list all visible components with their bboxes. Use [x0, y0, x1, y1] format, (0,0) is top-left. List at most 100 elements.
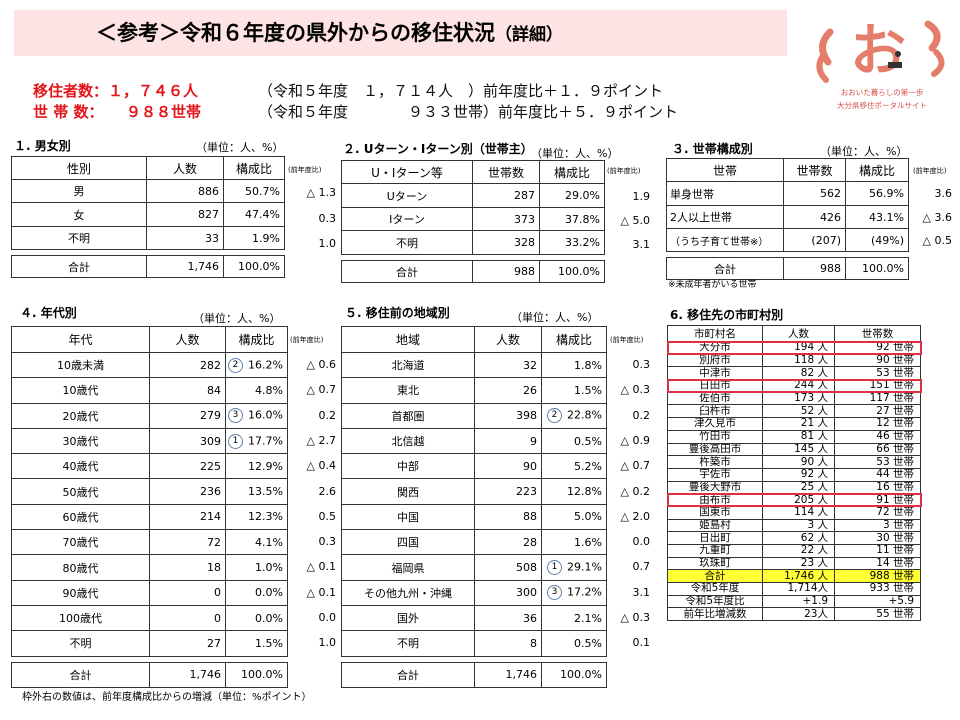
highlight-box	[666, 340, 922, 356]
delta-value: 0.2	[632, 408, 651, 422]
municipality-households: 90 世帯	[834, 353, 921, 368]
delta-value: △ 2.0	[620, 509, 650, 523]
col-header: 世帯数	[472, 160, 540, 184]
row-ratio: 1.8%	[541, 351, 607, 379]
table-row: 中国 88 5.0%	[341, 503, 607, 531]
table-row: 男 886 50.7%	[11, 179, 285, 203]
table-row: 10歳未満 282 2 16.2%	[11, 351, 288, 379]
row-households: +5.9	[834, 594, 921, 609]
delta-value: 3.6	[934, 187, 953, 200]
title-banner	[14, 10, 787, 56]
row-count: 26	[474, 377, 542, 404]
total-ratio: 100.0%	[223, 255, 285, 278]
row-label: 国外	[341, 604, 475, 632]
municipality-row: 国東市 114 人 72 世帯	[667, 505, 921, 520]
row-label: 10歳未満	[11, 351, 150, 379]
row-count: 300	[474, 579, 542, 606]
row-label: 関西	[341, 478, 475, 505]
municipality-name: 佐伯市	[667, 391, 763, 406]
row-count: 27	[149, 630, 226, 657]
delta-value: △ 2.7	[306, 433, 336, 447]
municipality-row: 佐伯市 173 人 117 世帯	[667, 391, 921, 406]
municipality-people: 62 人	[762, 531, 835, 545]
table-row: 四国 28 1.6%	[341, 529, 607, 556]
ratio-value: 5.2%	[574, 459, 602, 473]
delta-value: △ 5.0	[620, 214, 650, 227]
prev-year-header: (前年度比)	[290, 336, 324, 344]
municipality-name: 別府市	[667, 353, 763, 368]
table-header-row: U・Iターン等 世帯数 構成比	[341, 160, 605, 184]
row-households: 933 世帯	[834, 582, 921, 596]
row-ratio: 4.8%	[225, 377, 288, 404]
table-total-row: 合計 988 100.0%	[666, 257, 909, 280]
table-row: （うち子育て世帯※） (207) (49%)	[666, 228, 909, 252]
total-count: 1,746	[474, 661, 542, 688]
table-row: 40歳代 225 12.9%	[11, 453, 288, 480]
prev-year-header: (前年度比)	[288, 166, 322, 174]
total-count: 988	[472, 260, 540, 283]
rank-badge: 1	[228, 433, 244, 449]
total-people: 1,746 人	[762, 569, 835, 584]
row-ratio: 1 29.1%	[541, 554, 607, 581]
delta-value: 0.3	[632, 358, 651, 371]
delta-value: △ 0.3	[620, 383, 650, 397]
ratio-value: 1.6%	[574, 535, 602, 549]
row-label: 北海道	[341, 351, 475, 379]
municipality-households: 44 世帯	[834, 467, 921, 482]
row-count: 84	[149, 377, 226, 404]
municipality-households: 27 世帯	[834, 404, 921, 419]
table-row: 北信越 9 0.5%	[341, 427, 607, 455]
row-count: 398	[474, 402, 542, 429]
municipality-households: 117 世帯	[834, 391, 921, 406]
municipality-row: 中津市 82 人 53 世帯	[667, 366, 921, 381]
logo-subcaption: 大分県移住ポータルサイト	[837, 101, 927, 110]
municipality-people: 92 人	[762, 467, 835, 482]
delta-value: 0.2	[318, 408, 337, 422]
ratio-value: 4.8%	[255, 383, 283, 397]
row-label: 20歳代	[11, 402, 150, 429]
age-table-body: 10歳未満 282 2 16.2% 10歳代 84 4.8% 20歳代 279 3 16.0% 30歳…	[11, 351, 288, 657]
row-label: 中国	[341, 503, 475, 531]
table-row: Uターン 287 29.0%	[341, 183, 605, 208]
row-label: 60歳代	[11, 503, 150, 531]
municipality-households: 12 世帯	[834, 417, 921, 431]
municipality-people: 118 人	[762, 353, 835, 368]
row-count: 827	[146, 202, 224, 227]
table-row: 100歳代 0 0.0%	[11, 604, 288, 632]
table-row: Iターン 373 37.8%	[341, 207, 605, 231]
row-ratio: 5.2%	[541, 453, 607, 480]
table-row: 不明 27 1.5%	[11, 630, 288, 657]
section-household-unit: （単位：人、%）	[820, 145, 908, 158]
table-row: 80歳代 18 1.0%	[11, 554, 288, 581]
delta-value: △ 0.6	[306, 358, 336, 371]
row-count: 287	[472, 183, 540, 208]
row-count: 223	[474, 478, 542, 505]
row-count: 309	[149, 427, 226, 455]
municipality-name: 津久見市	[667, 417, 763, 431]
row-ratio: 13.5%	[225, 478, 288, 505]
total-households: 988 世帯	[834, 569, 921, 584]
row-count: 236	[149, 478, 226, 505]
municipality-row: 杵築市 90 人 53 世帯	[667, 455, 921, 469]
municipality-row: 由布市 205 人 91 世帯	[667, 493, 921, 507]
row-ratio: 12.9%	[225, 453, 288, 480]
row-label: 福岡県	[341, 554, 475, 581]
row-ratio: 1.9%	[223, 226, 285, 250]
ratio-value: 0.5%	[574, 636, 602, 650]
ratio-value: 12.3%	[248, 510, 283, 524]
row-ratio: 1.5%	[225, 630, 288, 657]
total-label: 合計	[11, 661, 150, 688]
row-label: 100歳代	[11, 604, 150, 632]
row-ratio: 47.4%	[223, 202, 285, 227]
row-label: 10歳代	[11, 377, 150, 404]
row-ratio: 0.0%	[225, 604, 288, 632]
col-header: 世帯	[666, 158, 784, 182]
row-ratio: 37.8%	[539, 207, 605, 231]
table-total-row: 合計 988 100.0%	[341, 260, 605, 283]
col-header: 世帯数	[834, 325, 921, 342]
delta-value: △ 0.7	[620, 459, 650, 473]
total-label: 合計	[667, 569, 763, 584]
table-header-row: 市町村名 人数 世帯数	[667, 325, 921, 342]
row-label: 2人以上世帯	[666, 205, 784, 229]
table-row: 東北 26 1.5%	[341, 377, 607, 404]
